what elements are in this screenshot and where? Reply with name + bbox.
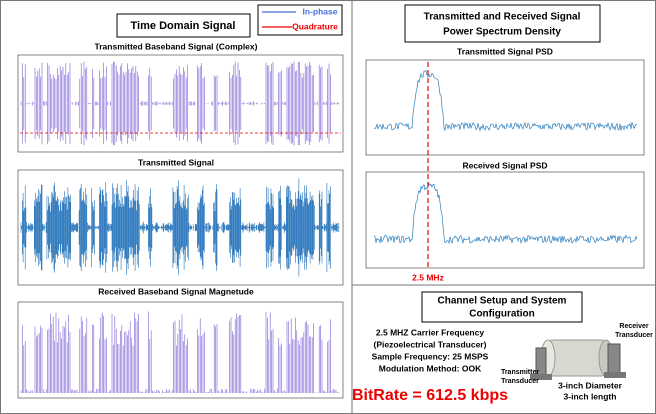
transducer-drawing — [530, 339, 626, 380]
panel-title: Received Baseband Signal Magnetude — [98, 286, 254, 296]
psd-curve — [373, 182, 638, 245]
title-box — [421, 291, 583, 323]
setup-line: Sample Frequency: 25 MSPS — [372, 351, 489, 361]
plot-area — [365, 59, 645, 156]
panel-title: Transmitted Signal — [138, 157, 214, 167]
size-label: 3-inch Diameter — [558, 380, 622, 390]
waveform — [20, 311, 340, 393]
left-title: Time Domain Signal — [131, 20, 236, 32]
marker-label: 2.5 MHz — [412, 272, 444, 282]
receiver-label: Transducer — [615, 332, 653, 339]
panel-title: Transmitted Baseband Signal (Complex) — [95, 41, 258, 51]
waveform — [20, 178, 340, 277]
setup-title: Channel Setup and System — [438, 296, 567, 307]
plot-area — [365, 171, 645, 269]
title-box — [116, 13, 251, 38]
waveform — [20, 61, 340, 146]
panel-title: Received Signal PSD — [462, 160, 547, 170]
title-box — [404, 4, 601, 43]
right-title: Transmitted and Received Signal — [424, 12, 581, 23]
transmitter-label: Transmitter — [501, 369, 539, 376]
setup-line: Modulation Method: OOK — [379, 363, 482, 373]
bitrate: BitRate = 612.5 kbps — [352, 387, 508, 404]
legend-label: In-phase — [303, 6, 338, 16]
right-title: Power Spectrum Density — [443, 27, 561, 38]
setup-title: Configuration — [469, 309, 535, 320]
psd-curve — [373, 70, 637, 132]
legend-box — [257, 4, 343, 36]
receiver-label: Receiver — [619, 323, 648, 330]
panel-title: Transmitted Signal PSD — [457, 46, 553, 56]
size-label: 3-inch length — [564, 391, 617, 401]
legend-label: Quadrature — [292, 21, 338, 31]
transmitter-label: Transducer — [501, 378, 539, 385]
setup-line: (Piezoelectrical Transducer) — [374, 339, 487, 349]
setup-line: 2.5 MHZ Carrier Frequency — [376, 327, 484, 337]
